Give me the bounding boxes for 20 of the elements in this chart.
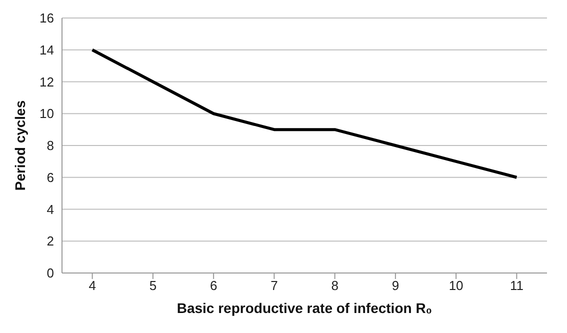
y-tick-label: 0 [46,266,54,281]
x-axis-title: Basic reproductive rate of infection R₀ [176,300,432,316]
x-tick-label: 8 [331,278,338,294]
y-tick-label: 10 [40,106,54,122]
x-tick-label: 10 [448,278,464,294]
y-tick-label: 16 [40,10,54,26]
x-tick-label: 6 [210,278,218,294]
x-tick-label: 11 [510,278,524,294]
y-tick-label: 2 [46,234,54,249]
y-tick-label: 12 [40,74,54,90]
y-tick-label: 8 [46,138,54,154]
y-tick-label: 4 [46,202,54,217]
x-tick-label: 4 [88,278,96,294]
line-series [90,48,518,179]
x-tick-label: 9 [392,278,400,294]
y-axis-title: Period cycles [12,100,28,191]
x-tick-label: 5 [149,278,157,294]
y-tick-label: 6 [46,170,54,185]
y-tick-label: 14 [40,42,54,58]
x-tick-label: 7 [270,278,278,294]
